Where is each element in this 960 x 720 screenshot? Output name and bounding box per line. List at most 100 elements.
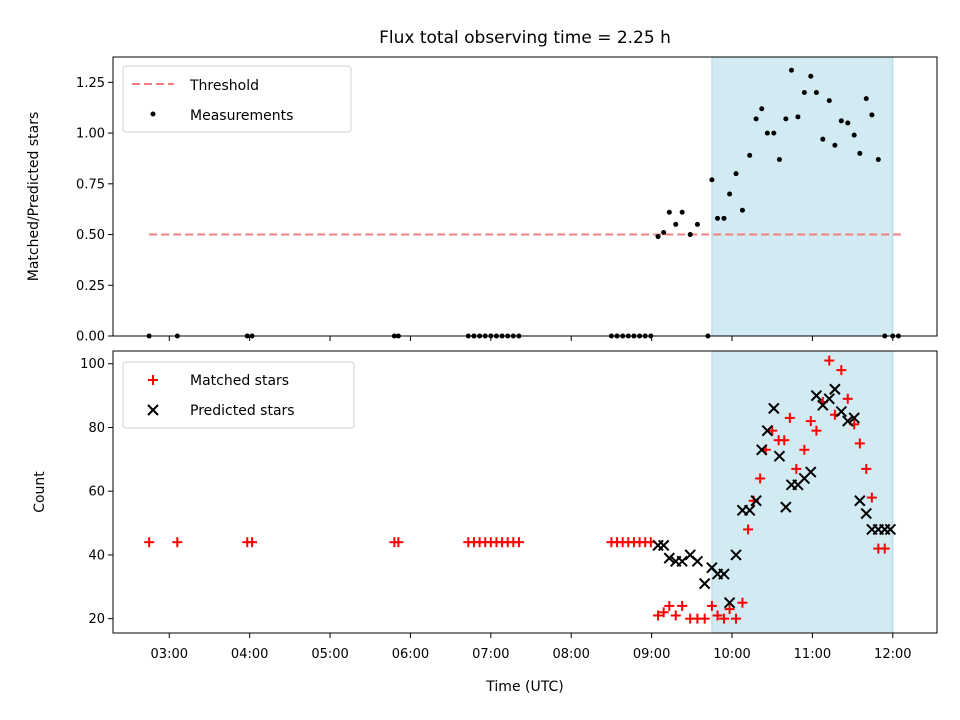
matched-star-point [247, 537, 258, 548]
bottom-y-tick-label: 100 [80, 357, 105, 372]
matched-star-point [836, 365, 847, 376]
predicted-star-point [829, 383, 841, 395]
matched-star-point [724, 604, 735, 615]
legend-measurements-swatch [150, 111, 156, 117]
bottom-y-tick-label: 20 [88, 612, 105, 627]
predicted-star-point-b [842, 415, 854, 427]
predicted-stars-points [652, 383, 897, 609]
measurement-point [727, 191, 733, 197]
bottom-x-tick-label: 07:00 [472, 647, 509, 662]
predicted-star-point [750, 495, 762, 507]
matched-star-point [144, 537, 155, 548]
matched-star-point [670, 610, 681, 621]
top-y-tick-label: 0.75 [76, 177, 105, 192]
predicted-star-point [756, 444, 768, 456]
matched-star-point [743, 524, 754, 535]
legend-matched-marker [148, 375, 158, 385]
bottom-axes-frame [112, 350, 938, 634]
bottom-y-tick-label: 80 [88, 421, 105, 436]
predicted-star-point-b [676, 555, 688, 568]
predicted-star-point [848, 412, 860, 424]
measurement-point [795, 114, 801, 120]
legend-predicted-label: Predicted stars [190, 403, 295, 419]
predicted-star-point-b [805, 466, 817, 478]
bottom-y-axis-label: Count [32, 471, 48, 513]
predicted-star-point-b [743, 504, 756, 517]
measurement-point [655, 234, 661, 240]
bottom-x-tick-label: 09:00 [633, 647, 670, 662]
predicted-star-point [842, 415, 854, 427]
predicted-star-point [718, 568, 730, 580]
predicted-star-point [823, 393, 835, 405]
chart-title: Flux total observing time = 2.25 h [379, 28, 671, 48]
measurement-point [826, 98, 832, 104]
bottom-x-tick-label: 12:00 [874, 647, 911, 662]
predicted-star-point [691, 555, 704, 568]
predicted-star-point-b [663, 552, 676, 564]
predicted-star-point-b [768, 402, 780, 415]
matched-star-point [172, 537, 183, 548]
predicted-star-point-b [884, 523, 897, 536]
measurement-point [715, 215, 721, 221]
top-legend-box [122, 65, 352, 133]
legend-matched-label: Matched stars [190, 373, 289, 389]
measurement-point [820, 136, 826, 142]
bottom-x-tick-label: 04:00 [231, 647, 268, 662]
measurement-point [721, 215, 727, 221]
measurement-point [666, 209, 672, 215]
matched-star-point [854, 438, 865, 449]
measurement-point [808, 73, 814, 79]
measurement-point [813, 90, 819, 96]
top-panel: 0.00 0.25 0.50 0.75 1.00 1.25 Matched/Predict… [26, 56, 938, 345]
predicted-star-point [743, 504, 756, 517]
predicted-star-point-b [823, 393, 835, 405]
measurement-point [851, 132, 857, 138]
measurement-point [801, 90, 807, 96]
predicted-star-point [805, 466, 817, 478]
measurement-point [759, 106, 765, 112]
bottom-x-axis: 03:00 04:00 05:00 06:00 07:00 08:00 09:00 10:00… [151, 633, 912, 662]
predicted-star-point [835, 405, 848, 418]
matched-star-point [712, 610, 723, 621]
measurement-point [753, 116, 759, 122]
predicted-star-point [780, 501, 792, 513]
predicted-star-point-b [829, 383, 841, 395]
top-legend: Threshold Measurements [122, 65, 352, 133]
bottom-x-tick-label: 05:00 [311, 647, 348, 662]
predicted-star-point-b [835, 405, 848, 418]
measurement-point [788, 67, 794, 73]
matched-star-point [706, 600, 717, 611]
measurement-point [857, 150, 863, 156]
matched-star-point [779, 435, 790, 446]
predicted-star-point-b [860, 507, 872, 520]
predicted-star-point [854, 495, 866, 507]
predicted-star-point [860, 507, 872, 520]
measurement-point [694, 221, 700, 227]
matched-star-point [784, 412, 795, 423]
matched-star-point [767, 425, 778, 436]
predicted-star-point-b [810, 389, 823, 402]
predicted-star-point [723, 597, 736, 609]
predicted-star-point [884, 523, 897, 536]
predicted-star-point [768, 402, 780, 415]
legend-predicted-marker [147, 404, 159, 416]
predicted-star-point-b [698, 577, 711, 590]
predicted-star-point-b [854, 495, 866, 507]
legend-measurements-label: Measurements [190, 108, 293, 124]
measurement-point [687, 232, 693, 238]
predicted-star-point [730, 549, 742, 561]
predicted-star-point [676, 555, 688, 568]
matched-star-point [658, 607, 669, 618]
top-y-tick-label: 0.25 [76, 279, 105, 294]
matched-star-point [677, 600, 688, 611]
legend-matched-swatch [148, 375, 158, 385]
matched-star-point [699, 613, 710, 624]
predicted-star-point-b [750, 495, 762, 507]
predicted-star-point [698, 577, 711, 590]
measurement-point [764, 130, 770, 136]
measurement-point [783, 116, 789, 122]
predicted-star-point [773, 450, 786, 462]
top-y-axis-label: Matched/Predicted stars [26, 112, 42, 282]
measurement-point [771, 130, 777, 136]
